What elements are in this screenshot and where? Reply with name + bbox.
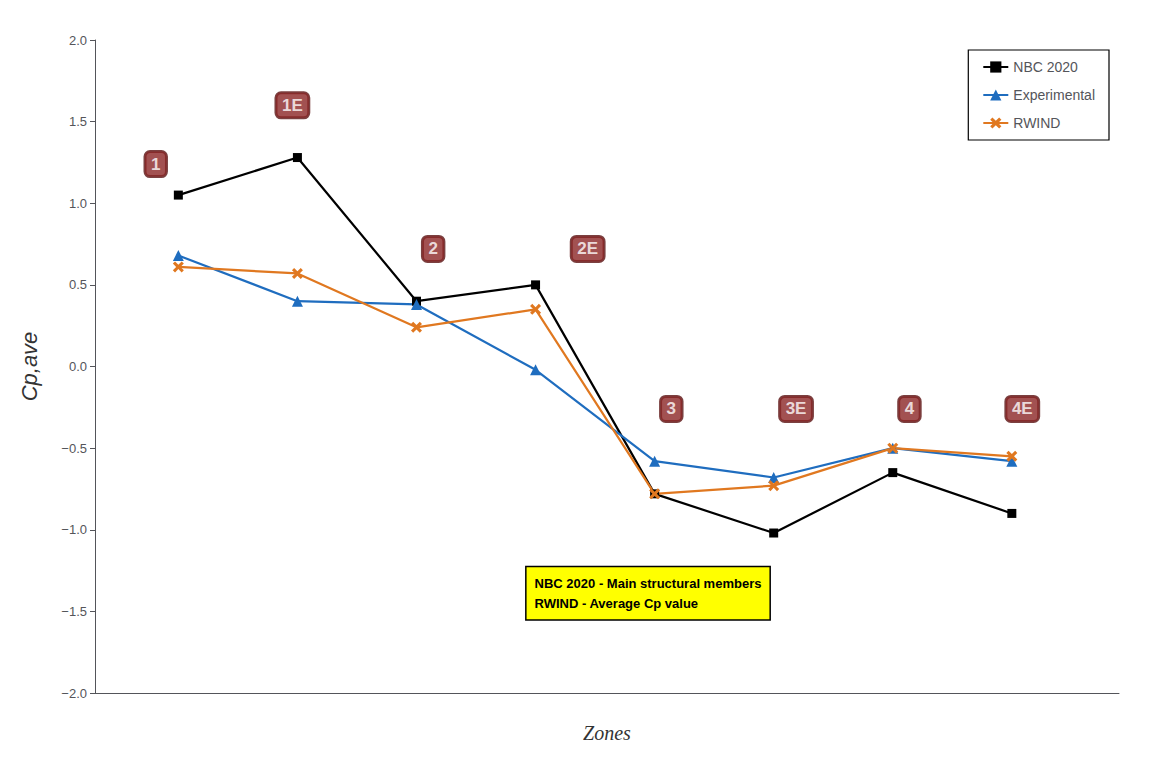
svg-text:−0.5: −0.5 [61, 441, 87, 456]
svg-text:RWIND: RWIND [1013, 115, 1060, 131]
svg-text:NBC 2020 - Main structural mem: NBC 2020 - Main structural members [535, 576, 762, 591]
svg-text:0.5: 0.5 [69, 277, 87, 292]
svg-text:−1.5: −1.5 [61, 604, 87, 619]
svg-text:NBC 2020: NBC 2020 [1013, 59, 1078, 75]
svg-text:Cp,ave: Cp,ave [17, 332, 42, 402]
svg-text:3: 3 [667, 399, 676, 418]
svg-text:Experimental: Experimental [1013, 87, 1095, 103]
svg-text:1: 1 [151, 155, 160, 174]
svg-text:2E: 2E [577, 239, 598, 258]
svg-text:−1.0: −1.0 [61, 522, 87, 537]
svg-text:RWIND - Average Cp value: RWIND - Average Cp value [535, 596, 699, 611]
svg-text:2: 2 [428, 239, 437, 258]
svg-text:4: 4 [905, 399, 915, 418]
svg-text:4E: 4E [1012, 399, 1033, 418]
svg-text:Zones: Zones [583, 722, 631, 744]
svg-text:3E: 3E [786, 399, 807, 418]
svg-text:1.0: 1.0 [69, 196, 87, 211]
svg-text:0.0: 0.0 [69, 359, 87, 374]
svg-text:2.0: 2.0 [69, 33, 87, 48]
svg-text:1.5: 1.5 [69, 114, 87, 129]
svg-text:−2.0: −2.0 [61, 686, 87, 701]
svg-text:1E: 1E [282, 96, 303, 115]
